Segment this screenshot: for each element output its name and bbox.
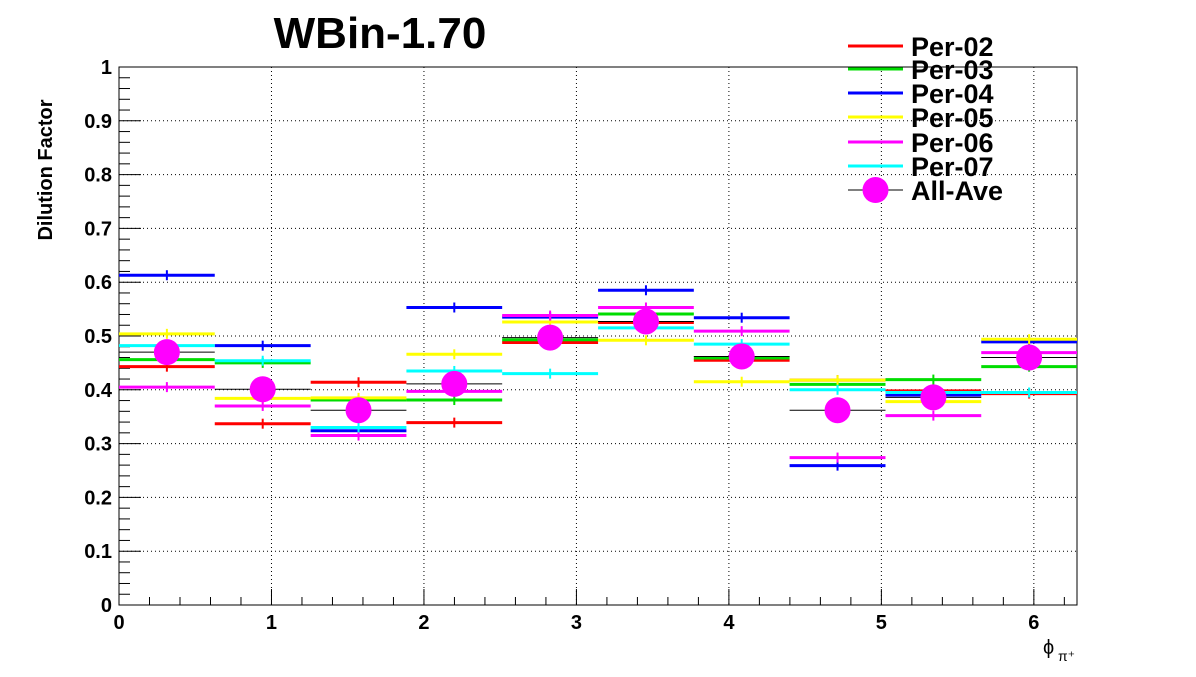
all-ave-marker <box>441 370 468 397</box>
y-tick-label: 0.9 <box>84 111 112 133</box>
chart-title: WBin-1.70 <box>274 9 487 58</box>
x-tick-label: 0 <box>113 612 124 634</box>
y-axis-label: Dilution Factor <box>35 99 57 240</box>
y-tick-label: 0.3 <box>84 434 112 456</box>
series-layer <box>119 270 1077 471</box>
x-tick-label: 5 <box>876 612 887 634</box>
y-tick-label: 0.7 <box>84 218 112 240</box>
y-tick-label: 0.2 <box>84 487 112 509</box>
x-tick-label: 2 <box>418 612 429 634</box>
x-tick-label: 1 <box>266 612 277 634</box>
legend-label-per-05: Per-05 <box>911 103 994 133</box>
all-ave-marker <box>249 376 276 403</box>
all-ave-marker <box>824 397 851 424</box>
x-axis-label: ϕ π⁺ <box>1043 637 1075 664</box>
legend: Per-02Per-03Per-04Per-05Per-06Per-07All-… <box>848 32 1003 206</box>
legend-marker-all-ave <box>862 177 889 203</box>
x-axis-label-subscript: π⁺ <box>1058 648 1075 664</box>
x-tick-label: 4 <box>723 612 735 634</box>
legend-label-per-02: Per-02 <box>911 32 994 62</box>
average-layer <box>119 308 1077 424</box>
y-tick-label: 0.1 <box>84 541 112 563</box>
x-axis-label-symbol: ϕ <box>1043 637 1054 659</box>
legend-label-all-ave: All-Ave <box>911 176 1003 206</box>
y-tick-label: 0 <box>101 595 112 617</box>
x-tick-label: 6 <box>1028 612 1039 634</box>
legend-label-per-03: Per-03 <box>911 55 994 85</box>
all-ave-marker <box>1016 344 1043 371</box>
y-tick-label: 0.4 <box>84 380 113 402</box>
all-ave-marker <box>537 324 564 351</box>
y-tick-label: 0.8 <box>84 165 112 187</box>
all-ave-marker <box>632 308 659 335</box>
x-tick-label: 3 <box>571 612 582 634</box>
legend-label-per-06: Per-06 <box>911 128 994 158</box>
all-ave-marker <box>920 384 947 411</box>
legend-label-per-04: Per-04 <box>911 79 994 109</box>
y-tick-label: 0.6 <box>84 272 112 294</box>
y-tick-label: 0.5 <box>84 326 112 348</box>
all-ave-marker <box>345 397 372 424</box>
legend-label-per-07: Per-07 <box>911 152 994 182</box>
grid-layer <box>119 67 1077 605</box>
all-ave-marker <box>153 339 180 366</box>
all-ave-marker <box>728 343 755 370</box>
axis-layer: 0 0.1 0.2 0.3 0.4 0.5 0.6 0.7 0.8 0.9 1 0 1 2 3 4 5 6 <box>84 57 1078 634</box>
y-tick-label: 1 <box>101 57 112 79</box>
